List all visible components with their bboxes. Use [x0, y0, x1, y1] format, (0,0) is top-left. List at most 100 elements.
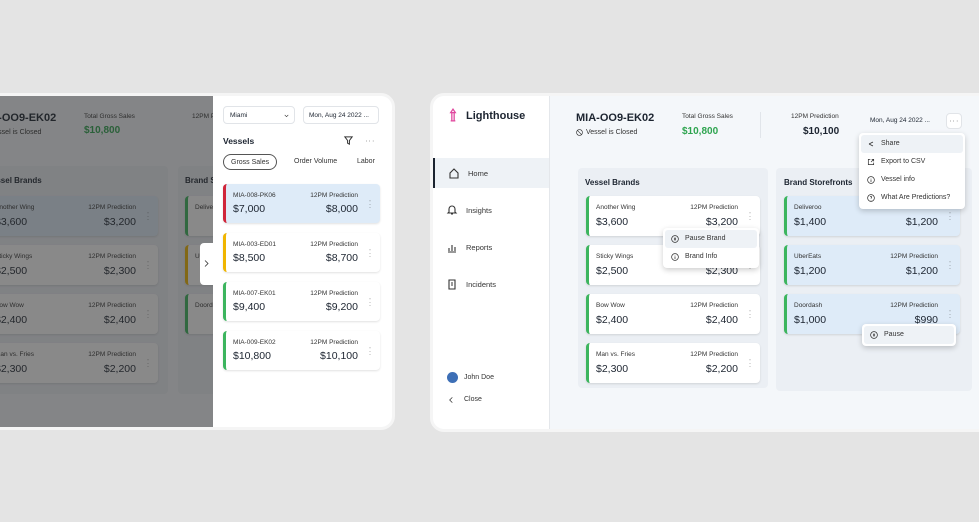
card-predicted: $8,700 — [325, 252, 358, 264]
card-actual: $2,300 — [596, 363, 629, 375]
card[interactable]: Man vs. Fries 12PM Prediction $2,300 $2,200 — [586, 343, 760, 383]
more-icon — [369, 347, 371, 355]
menu-item[interactable]: Brand Info — [665, 248, 757, 266]
menu-item[interactable]: Pause Brand — [665, 230, 757, 248]
filter-icon-shape — [343, 136, 354, 145]
more-icon — [749, 310, 751, 318]
nav-label: Insights — [466, 206, 492, 215]
nav-item[interactable]: Insights — [433, 195, 549, 225]
nav-icon-shape — [446, 205, 458, 215]
tab[interactable]: La — [386, 154, 392, 170]
filter-icon — [343, 136, 354, 145]
more-icon — [749, 359, 751, 367]
logo-icon — [449, 108, 457, 122]
nav-icon-shape — [449, 168, 459, 179]
more-icon — [950, 120, 958, 122]
card-name: MIA-007-EK01 — [233, 290, 276, 297]
card-actual: $10,800 — [233, 350, 271, 362]
location-select[interactable]: Miami — [223, 106, 295, 124]
date-select[interactable]: Mon, Aug 24 2022 ... — [866, 113, 942, 129]
location-value: Miami — [230, 112, 248, 119]
menu: Share Export to CSV Vessel info What Are Pr… — [859, 133, 965, 209]
chevron-icon-shape — [204, 260, 209, 267]
prediction-value: $10,100 — [803, 126, 840, 137]
tab[interactable]: Gross Sales — [223, 154, 278, 170]
menu-label: Brand Info — [685, 253, 718, 260]
card-predicted: $10,100 — [320, 350, 358, 362]
close-label: Close — [464, 396, 482, 403]
menu-icon — [870, 331, 878, 339]
card-predicted: $2,200 — [705, 363, 738, 375]
card[interactable]: Bow Wow 12PM Prediction $2,400 $2,400 — [586, 294, 760, 334]
card-predicted: $990 — [914, 314, 938, 326]
tab[interactable]: Order Volume — [294, 158, 338, 165]
more-icon — [749, 212, 751, 220]
card[interactable]: MIA-003-ED01 12PM Prediction $8,500 $8,700 — [223, 233, 380, 272]
brand-name: Lighthouse — [466, 110, 526, 122]
date-value: Mon, Aug 24 2022 ... — [870, 117, 930, 124]
caret-icon-shape — [284, 114, 289, 118]
card[interactable]: MIA-007-EK01 12PM Prediction $9,400 $9,200 — [223, 282, 380, 321]
nav-icon-shape — [448, 279, 456, 290]
more-icon — [949, 261, 951, 269]
menu-icon-shape — [867, 158, 875, 166]
logo-icon-shape — [449, 108, 457, 122]
back-icon-shape — [449, 397, 453, 403]
nav-icon-shape — [448, 245, 456, 253]
card-name: MIA-008-PK06 — [233, 192, 276, 199]
card-actual: $3,600 — [596, 216, 629, 228]
nav-item[interactable]: Reports — [433, 232, 549, 262]
menu-icon — [671, 253, 679, 261]
card-name: Deliveroo — [794, 204, 822, 211]
menu-item[interactable]: Pause — [864, 326, 954, 344]
drawer: Miami Mon, Aug 24 2022 ... Vessels Gross Sa… — [213, 96, 392, 427]
card-name: Man vs. Fries — [596, 351, 636, 358]
card[interactable]: MIA-009-EK02 12PM Prediction $10,800 $10,10… — [223, 331, 380, 370]
avatar — [447, 372, 458, 383]
card-actual: $2,400 — [596, 314, 629, 326]
card-name: MIA-003-ED01 — [233, 241, 276, 248]
card-prediction-label: 12PM Prediction — [310, 192, 358, 199]
menu-icon — [867, 194, 875, 202]
menu-label: Pause — [884, 331, 904, 338]
more-icon — [369, 200, 371, 208]
vessel-status: Vessel is Closed — [586, 129, 638, 136]
card-actual: $7,000 — [233, 203, 266, 215]
menu-item[interactable]: Vessel info — [861, 171, 963, 189]
collapse-button[interactable] — [200, 243, 213, 285]
menu-icon — [867, 158, 875, 166]
menu: Pause — [862, 324, 956, 346]
caret-icon — [284, 114, 289, 118]
more-icon — [949, 212, 951, 220]
vessel-id: MIA-OO9-EK02 — [576, 112, 655, 124]
chevron-icon — [204, 260, 209, 267]
nav-icon — [446, 205, 458, 215]
card-predicted: $2,400 — [705, 314, 738, 326]
nav-icon — [448, 279, 456, 290]
card-predicted: $9,200 — [325, 301, 358, 313]
prediction-label: 12PM Prediction — [791, 113, 839, 120]
menu-item[interactable]: Export to CSV — [861, 153, 963, 171]
nav-item[interactable]: Incidents — [433, 269, 549, 299]
back-icon — [449, 397, 453, 403]
close-button[interactable]: Close — [445, 393, 505, 407]
menu-item[interactable]: What Are Predictions? — [861, 189, 963, 207]
more-icon — [369, 249, 371, 257]
menu-item[interactable]: Share — [861, 135, 963, 153]
menu: Pause Brand Brand Info — [663, 228, 759, 268]
menu-icon — [868, 141, 874, 147]
menu-icon-shape — [671, 253, 679, 261]
card-actual: $8,500 — [233, 252, 266, 264]
menu-label: What Are Predictions? — [881, 194, 951, 201]
card-name: UberEats — [794, 253, 822, 260]
card[interactable]: MIA-008-PK06 12PM Prediction $7,000 $8,000 — [223, 184, 380, 223]
card-name: MIA-009-EK02 — [233, 339, 276, 346]
tab[interactable]: Labor — [357, 158, 375, 165]
card-prediction-label: 12PM Prediction — [890, 302, 938, 309]
card[interactable]: UberEats 12PM Prediction $1,200 $1,200 — [784, 245, 960, 285]
menu-label: Share — [881, 140, 900, 147]
date-select[interactable]: Mon, Aug 24 2022 ... — [303, 106, 379, 124]
more-button[interactable] — [946, 113, 962, 129]
nav-item[interactable]: Home — [433, 158, 549, 188]
card-name: Another Wing — [596, 204, 636, 211]
